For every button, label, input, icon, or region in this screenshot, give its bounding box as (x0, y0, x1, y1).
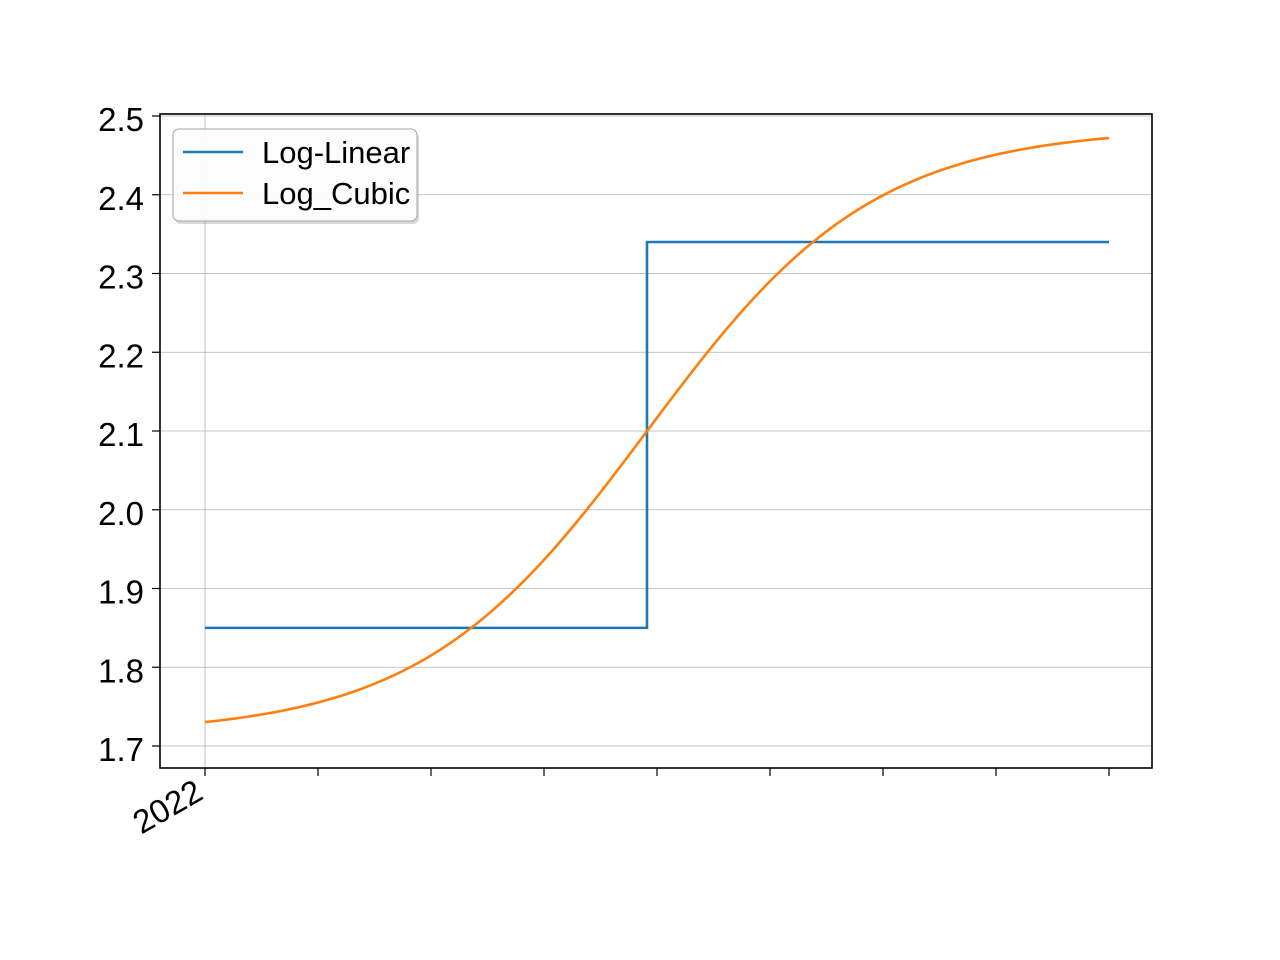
svg-text:1.9: 1.9 (98, 574, 144, 611)
svg-text:1.7: 1.7 (98, 731, 144, 768)
svg-text:2.4: 2.4 (98, 180, 144, 217)
svg-text:2.2: 2.2 (98, 337, 144, 374)
svg-text:1.8: 1.8 (98, 652, 144, 689)
svg-text:2.1: 2.1 (98, 416, 144, 453)
svg-text:2.5: 2.5 (98, 101, 144, 138)
svg-text:2.3: 2.3 (98, 259, 144, 296)
svg-text:Log_Cubic: Log_Cubic (262, 176, 410, 211)
svg-text:2.0: 2.0 (98, 495, 144, 532)
svg-text:Log-Linear: Log-Linear (262, 135, 410, 170)
